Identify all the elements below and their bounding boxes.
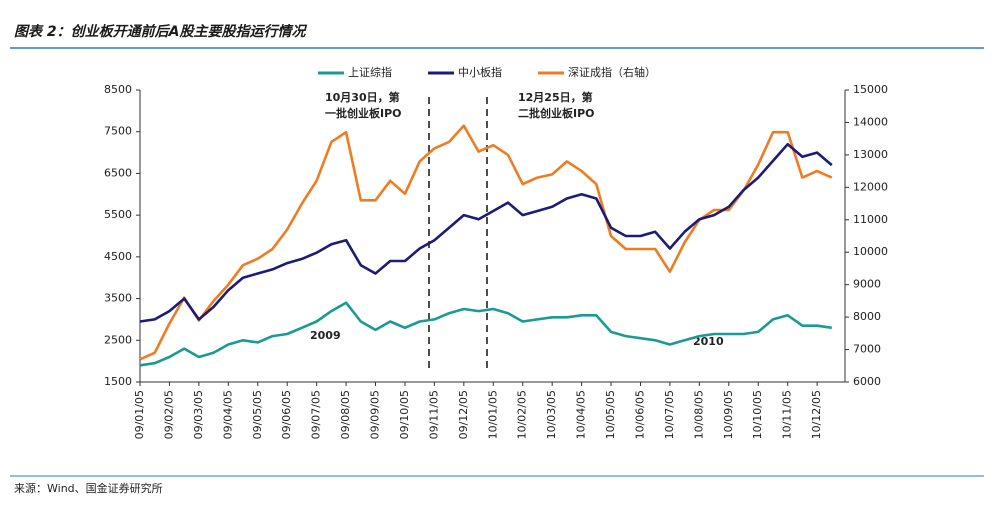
x-tick-label: 09/02/05 xyxy=(162,390,175,439)
series-line xyxy=(139,142,833,323)
y-tick-label: 1500 xyxy=(104,375,132,388)
x-tick-label: 09/11/05 xyxy=(427,390,440,439)
annotation-line: 一批创业板IPO xyxy=(325,106,402,120)
y2-tick-label: 11000 xyxy=(853,213,888,226)
y-tick-label: 6500 xyxy=(104,166,132,179)
x-tick-label: 09/12/05 xyxy=(457,390,470,439)
x-tick-label: 09/06/05 xyxy=(280,390,293,439)
y2-tick-label: 13000 xyxy=(853,148,888,161)
annotation-line: 10月30日，第 xyxy=(325,90,400,104)
y-tick-label: 3500 xyxy=(104,292,132,305)
x-tick-label: 09/10/05 xyxy=(398,390,411,439)
x-tick-label: 09/05/05 xyxy=(251,390,264,439)
legend-label: 中小板指 xyxy=(458,65,502,79)
x-tick-label: 10/07/05 xyxy=(663,390,676,439)
x-tick-label: 10/08/05 xyxy=(692,390,705,439)
series-line xyxy=(139,124,833,361)
y-tick-label: 5500 xyxy=(104,208,132,221)
y2-tick-label: 9000 xyxy=(853,278,881,291)
y2-tick-label: 14000 xyxy=(853,115,888,128)
y-tick-label: 7500 xyxy=(104,125,132,138)
annotation: 2010 xyxy=(693,335,724,348)
annotation: 2009 xyxy=(310,329,341,342)
y2-tick-label: 15000 xyxy=(853,83,888,96)
x-tick-label: 09/04/05 xyxy=(221,390,234,439)
x-tick-label: 10/10/05 xyxy=(751,390,764,439)
x-tick-label: 09/03/05 xyxy=(192,390,205,439)
y-tick-label: 8500 xyxy=(104,83,132,96)
y2-tick-label: 6000 xyxy=(853,375,881,388)
x-tick-label: 09/09/05 xyxy=(369,390,382,439)
x-tick-label: 10/05/05 xyxy=(604,390,617,439)
chart-title: 图表 2：创业板开通前后A股主要股指运行情况 xyxy=(14,23,307,40)
legend-label: 上证综指 xyxy=(348,65,392,79)
x-tick-label: 10/06/05 xyxy=(633,390,646,439)
y-tick-label: 4500 xyxy=(104,250,132,263)
x-tick-label: 10/04/05 xyxy=(575,390,588,439)
y2-tick-label: 7000 xyxy=(853,343,881,356)
x-tick-label: 09/08/05 xyxy=(339,390,352,439)
annotation-line: 12月25日，第 xyxy=(518,90,593,104)
legend-label: 深证成指（右轴） xyxy=(568,65,656,79)
annotation: 10月30日，第一批创业板IPO xyxy=(325,90,402,120)
x-tick-label: 09/01/05 xyxy=(133,390,146,439)
x-tick-label: 10/02/05 xyxy=(516,390,529,439)
x-tick-label: 10/12/05 xyxy=(810,390,823,439)
annotation-line: 二批创业板IPO xyxy=(518,106,595,120)
x-tick-label: 10/01/05 xyxy=(486,390,499,439)
y-tick-label: 2500 xyxy=(104,333,132,346)
series-line xyxy=(139,301,832,367)
x-tick-label: 10/03/05 xyxy=(545,390,558,439)
x-tick-label: 10/09/05 xyxy=(722,390,735,439)
y2-tick-label: 10000 xyxy=(853,245,888,258)
annotation: 12月25日，第二批创业板IPO xyxy=(518,90,595,120)
x-tick-label: 09/07/05 xyxy=(310,390,323,439)
x-tick-label: 10/11/05 xyxy=(781,390,794,439)
y2-tick-label: 8000 xyxy=(853,310,881,323)
y2-tick-label: 12000 xyxy=(853,180,888,193)
source: 来源：Wind、国金证券研究所 xyxy=(14,481,163,495)
